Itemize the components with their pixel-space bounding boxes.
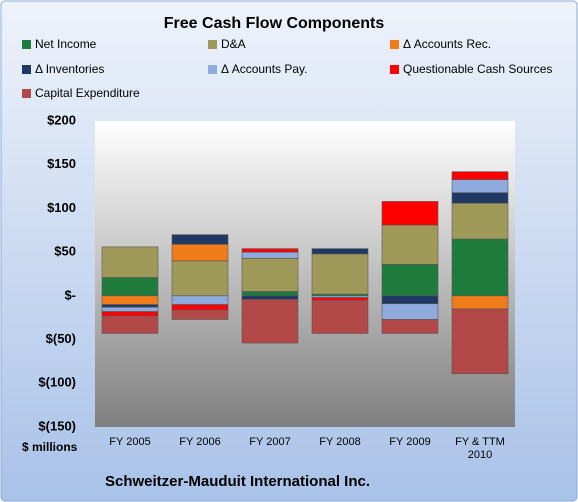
bar-segment <box>451 179 509 193</box>
bar-segment <box>171 295 229 305</box>
bar-segment <box>101 277 159 297</box>
legend-label: Δ Inventories <box>35 62 104 76</box>
bar-segment <box>241 248 299 253</box>
y-tick-label: $- <box>64 287 76 302</box>
bar-segment <box>381 303 439 320</box>
bar-segment <box>101 311 159 317</box>
bar-segment <box>451 192 509 204</box>
bar-segment <box>381 201 439 226</box>
bar-segment <box>171 304 229 311</box>
bar-segment <box>101 304 159 308</box>
y-tick-label: $200 <box>47 112 76 127</box>
x-tick-label: FY 2007 <box>249 436 291 448</box>
legend-label: Capital Expenditure <box>35 86 140 100</box>
legend-label: Δ Accounts Pay. <box>221 62 308 76</box>
bar-segment <box>311 248 369 255</box>
bar-segment <box>171 260 229 297</box>
bar-segment <box>381 319 439 334</box>
bar-segment <box>311 253 369 295</box>
legend-swatch <box>22 40 31 49</box>
bar-segment <box>451 238 509 297</box>
x-tick-label: FY 2008 <box>319 436 361 448</box>
bar-segment <box>101 295 159 305</box>
bar-segment <box>241 251 299 259</box>
bar-segment <box>451 295 509 310</box>
x-tick-label: FY 2006 <box>179 436 221 448</box>
chart-title: Free Cash Flow Components <box>164 15 385 32</box>
bar-segment <box>451 308 509 374</box>
bar-segment <box>171 234 229 245</box>
legend-label: Questionable Cash Sources <box>403 62 552 76</box>
legend-label: D&A <box>221 37 246 51</box>
bar-segment <box>241 257 299 292</box>
legend-swatch <box>208 65 217 74</box>
legend-swatch <box>390 40 399 49</box>
plot-area <box>95 121 515 427</box>
bar-segment <box>451 202 509 240</box>
y-tick-label: $(150) <box>38 418 76 433</box>
bar-segment <box>311 299 369 334</box>
y-tick-label: $50 <box>54 244 76 259</box>
footer: Schweitzer-Mauduit International Inc. <box>105 473 370 490</box>
bar-segment <box>381 224 439 265</box>
legend-swatch <box>22 89 31 98</box>
y-tick-label: $(50) <box>46 331 76 346</box>
bar-segment <box>101 306 159 312</box>
y-tick-label: $150 <box>47 156 76 171</box>
y-tick-label: $100 <box>47 200 76 215</box>
legend-swatch <box>22 65 31 74</box>
x-tick-label: FY 2009 <box>389 436 431 448</box>
bar-segment <box>311 297 369 301</box>
y-axis-label: $ millions <box>22 440 78 454</box>
legend-label: Net Income <box>35 37 97 51</box>
legend-swatch <box>208 40 217 49</box>
bar-segment <box>241 291 299 297</box>
legend-swatch <box>390 65 399 74</box>
bar-segment <box>451 171 509 180</box>
bar-segment <box>171 309 229 320</box>
x-tick-label: FY & TTM 2010 <box>455 436 505 461</box>
bar-segment <box>241 295 299 300</box>
legend-label: Δ Accounts Rec. <box>403 37 491 51</box>
x-tick-label: FY 2005 <box>109 436 151 448</box>
bar-segment <box>381 295 439 305</box>
bar-segment <box>171 243 229 262</box>
bar-segment <box>101 246 159 278</box>
bar-segment <box>241 299 299 344</box>
y-tick-label: $(100) <box>38 375 76 390</box>
bar-segment <box>381 264 439 297</box>
bar-segment <box>101 315 159 334</box>
